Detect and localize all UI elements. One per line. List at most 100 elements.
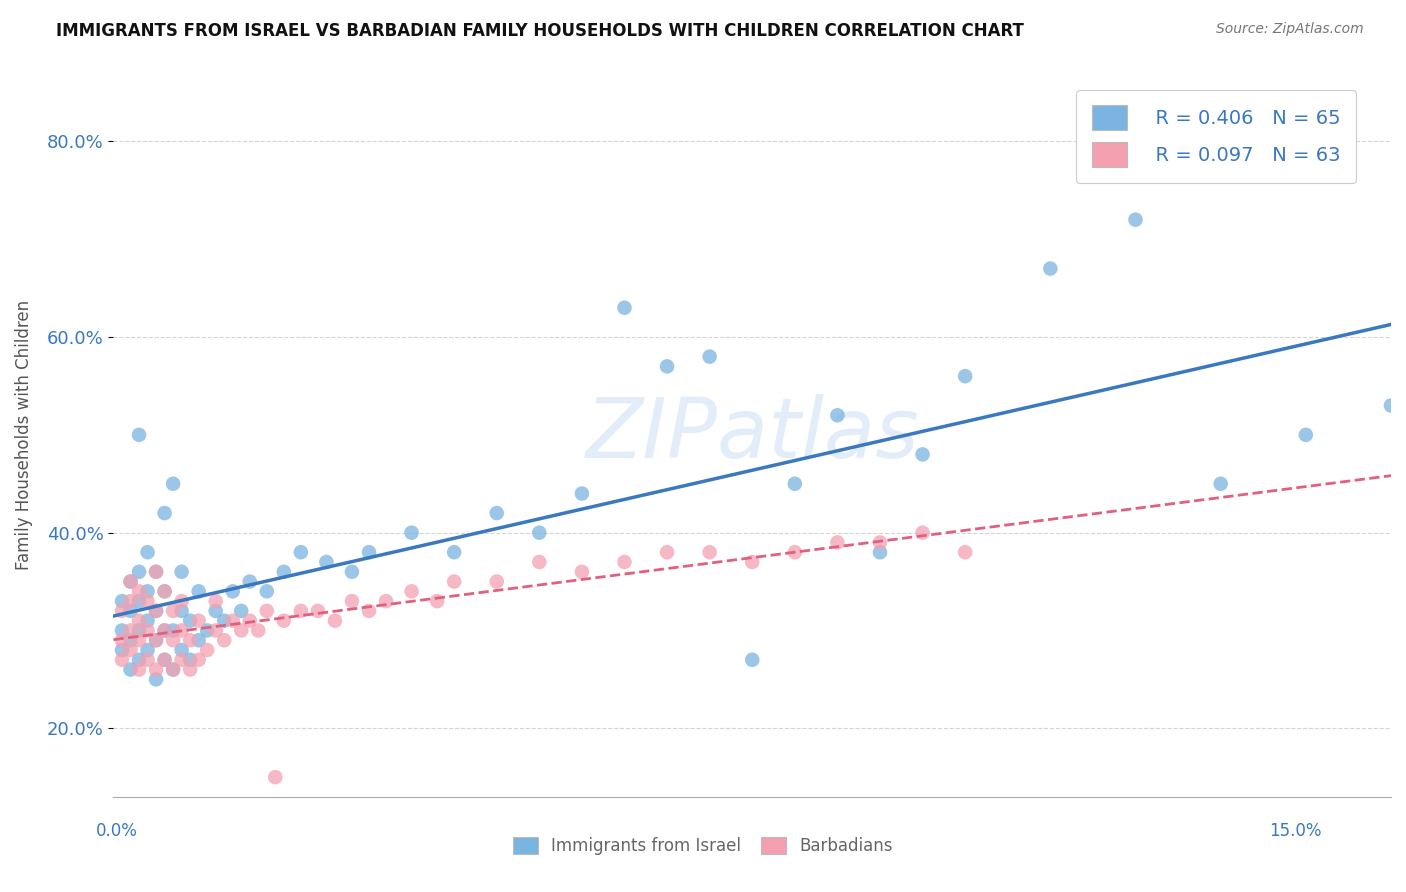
Point — [741, 555, 763, 569]
Point — [187, 653, 209, 667]
Point — [443, 545, 465, 559]
Point — [357, 545, 380, 559]
Point — [111, 643, 134, 657]
Point — [145, 673, 167, 687]
Point — [120, 574, 142, 589]
Point — [375, 594, 398, 608]
Point — [136, 653, 159, 667]
Point — [145, 565, 167, 579]
Point — [162, 633, 184, 648]
Point — [153, 584, 176, 599]
Point — [783, 545, 806, 559]
Point — [128, 594, 150, 608]
Point — [290, 604, 312, 618]
Point — [153, 584, 176, 599]
Point — [120, 624, 142, 638]
Point — [911, 447, 934, 461]
Point — [340, 565, 363, 579]
Point — [187, 614, 209, 628]
Point — [120, 663, 142, 677]
Point — [231, 624, 253, 638]
Point — [426, 594, 449, 608]
Point — [128, 427, 150, 442]
Point — [162, 624, 184, 638]
Point — [655, 545, 678, 559]
Legend:   R = 0.406   N = 65,   R = 0.097   N = 63: R = 0.406 N = 65, R = 0.097 N = 63 — [1077, 90, 1355, 183]
Point — [170, 565, 193, 579]
Point — [485, 574, 508, 589]
Point — [128, 614, 150, 628]
Point — [120, 594, 142, 608]
Legend: Immigrants from Israel, Barbadians: Immigrants from Israel, Barbadians — [506, 830, 900, 862]
Text: 15.0%: 15.0% — [1270, 822, 1322, 840]
Point — [145, 663, 167, 677]
Text: 0.0%: 0.0% — [96, 822, 138, 840]
Point — [128, 565, 150, 579]
Point — [111, 624, 134, 638]
Point — [136, 614, 159, 628]
Point — [239, 574, 262, 589]
Point — [256, 584, 278, 599]
Point — [170, 594, 193, 608]
Point — [111, 653, 134, 667]
Point — [911, 525, 934, 540]
Point — [869, 535, 891, 549]
Text: ZIPatlas: ZIPatlas — [585, 394, 920, 475]
Point — [273, 565, 295, 579]
Point — [153, 506, 176, 520]
Point — [136, 545, 159, 559]
Point — [170, 624, 193, 638]
Point — [111, 604, 134, 618]
Point — [1125, 212, 1147, 227]
Point — [136, 584, 159, 599]
Point — [529, 555, 551, 569]
Point — [401, 525, 423, 540]
Point — [136, 624, 159, 638]
Point — [212, 614, 235, 628]
Point — [136, 643, 159, 657]
Point — [145, 565, 167, 579]
Point — [162, 604, 184, 618]
Point — [401, 584, 423, 599]
Point — [571, 565, 593, 579]
Point — [120, 574, 142, 589]
Point — [212, 633, 235, 648]
Point — [170, 604, 193, 618]
Point — [529, 525, 551, 540]
Point — [655, 359, 678, 374]
Point — [170, 653, 193, 667]
Point — [120, 643, 142, 657]
Point — [128, 653, 150, 667]
Point — [827, 409, 849, 423]
Point — [153, 653, 176, 667]
Point — [170, 643, 193, 657]
Point — [485, 506, 508, 520]
Point — [340, 594, 363, 608]
Point — [247, 624, 270, 638]
Point — [145, 604, 167, 618]
Point — [162, 476, 184, 491]
Point — [357, 604, 380, 618]
Point — [195, 624, 218, 638]
Point — [571, 486, 593, 500]
Text: IMMIGRANTS FROM ISRAEL VS BARBADIAN FAMILY HOUSEHOLDS WITH CHILDREN CORRELATION : IMMIGRANTS FROM ISRAEL VS BARBADIAN FAMI… — [56, 22, 1024, 40]
Point — [120, 604, 142, 618]
Point — [315, 555, 337, 569]
Point — [290, 545, 312, 559]
Point — [111, 594, 134, 608]
Point — [699, 545, 721, 559]
Point — [1295, 427, 1317, 442]
Point — [128, 584, 150, 599]
Point — [153, 624, 176, 638]
Point — [145, 604, 167, 618]
Point — [613, 555, 636, 569]
Point — [136, 594, 159, 608]
Point — [953, 369, 976, 384]
Point — [231, 604, 253, 618]
Point — [613, 301, 636, 315]
Text: Source: ZipAtlas.com: Source: ZipAtlas.com — [1216, 22, 1364, 37]
Point — [179, 614, 201, 628]
Point — [128, 624, 150, 638]
Point — [443, 574, 465, 589]
Point — [179, 653, 201, 667]
